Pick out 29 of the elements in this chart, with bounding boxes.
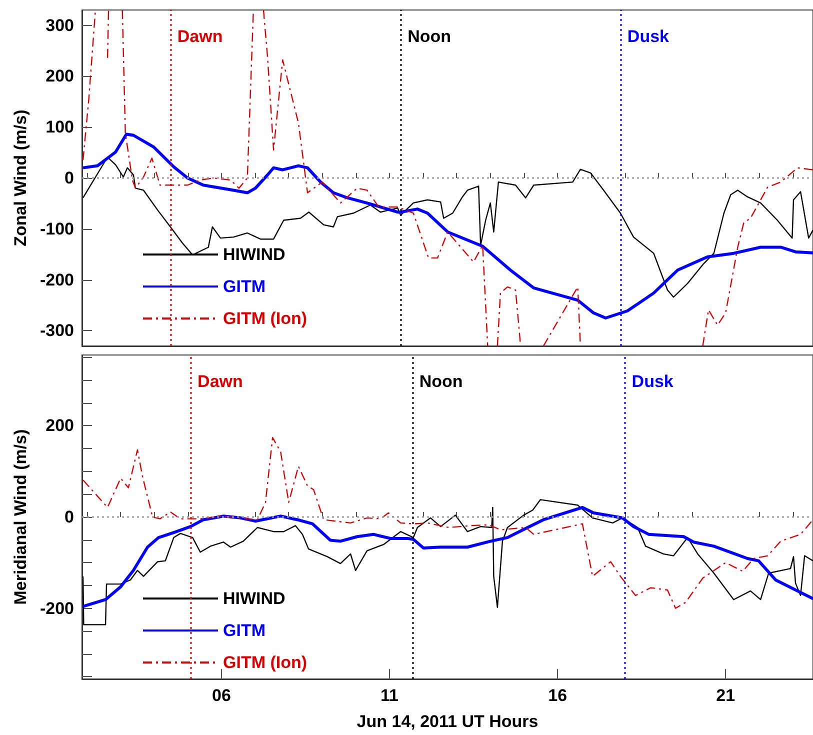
legend-label: GITM (Ion)	[223, 653, 308, 672]
ref-line-label: Dusk	[627, 27, 670, 46]
ref-line-label: Dawn	[198, 372, 243, 391]
y-axis-title: Meridianal Wind (m/s)	[11, 429, 30, 605]
y-tick-label: -100	[40, 219, 74, 238]
legend-label: HIWIND	[223, 589, 286, 608]
ref-line-label: Dusk	[632, 372, 674, 391]
legend-label: GITM (Ion)	[223, 309, 308, 328]
ref-line-label: Dawn	[177, 27, 223, 46]
y-tick-label: 200	[46, 66, 74, 86]
y-tick-label: 0	[64, 508, 74, 526]
y-tick-label: -300	[40, 321, 74, 340]
legend-label: GITM	[223, 277, 266, 296]
legend-label: GITM	[223, 621, 266, 640]
y-tick-label: -200	[40, 270, 74, 290]
y-tick-label: 0	[64, 168, 74, 188]
ref-line-label: Noon	[419, 372, 463, 391]
y-tick-label: 300	[46, 16, 74, 35]
y-tick-label: 200	[46, 416, 74, 436]
x-tick-label: 21	[716, 686, 736, 705]
y-tick-label: -200	[40, 598, 74, 618]
x-tick-label: 11	[380, 686, 399, 705]
x-axis-title: Jun 14, 2011 UT Hours	[356, 712, 538, 731]
legend-label: HIWIND	[223, 245, 286, 264]
y-tick-label: 100	[46, 118, 74, 137]
x-tick-label: 06	[212, 686, 231, 705]
y-axis-title: Zonal Wind (m/s)	[11, 110, 30, 246]
x-tick-label: 16	[548, 686, 568, 705]
ref-line-label: Noon	[408, 27, 452, 46]
